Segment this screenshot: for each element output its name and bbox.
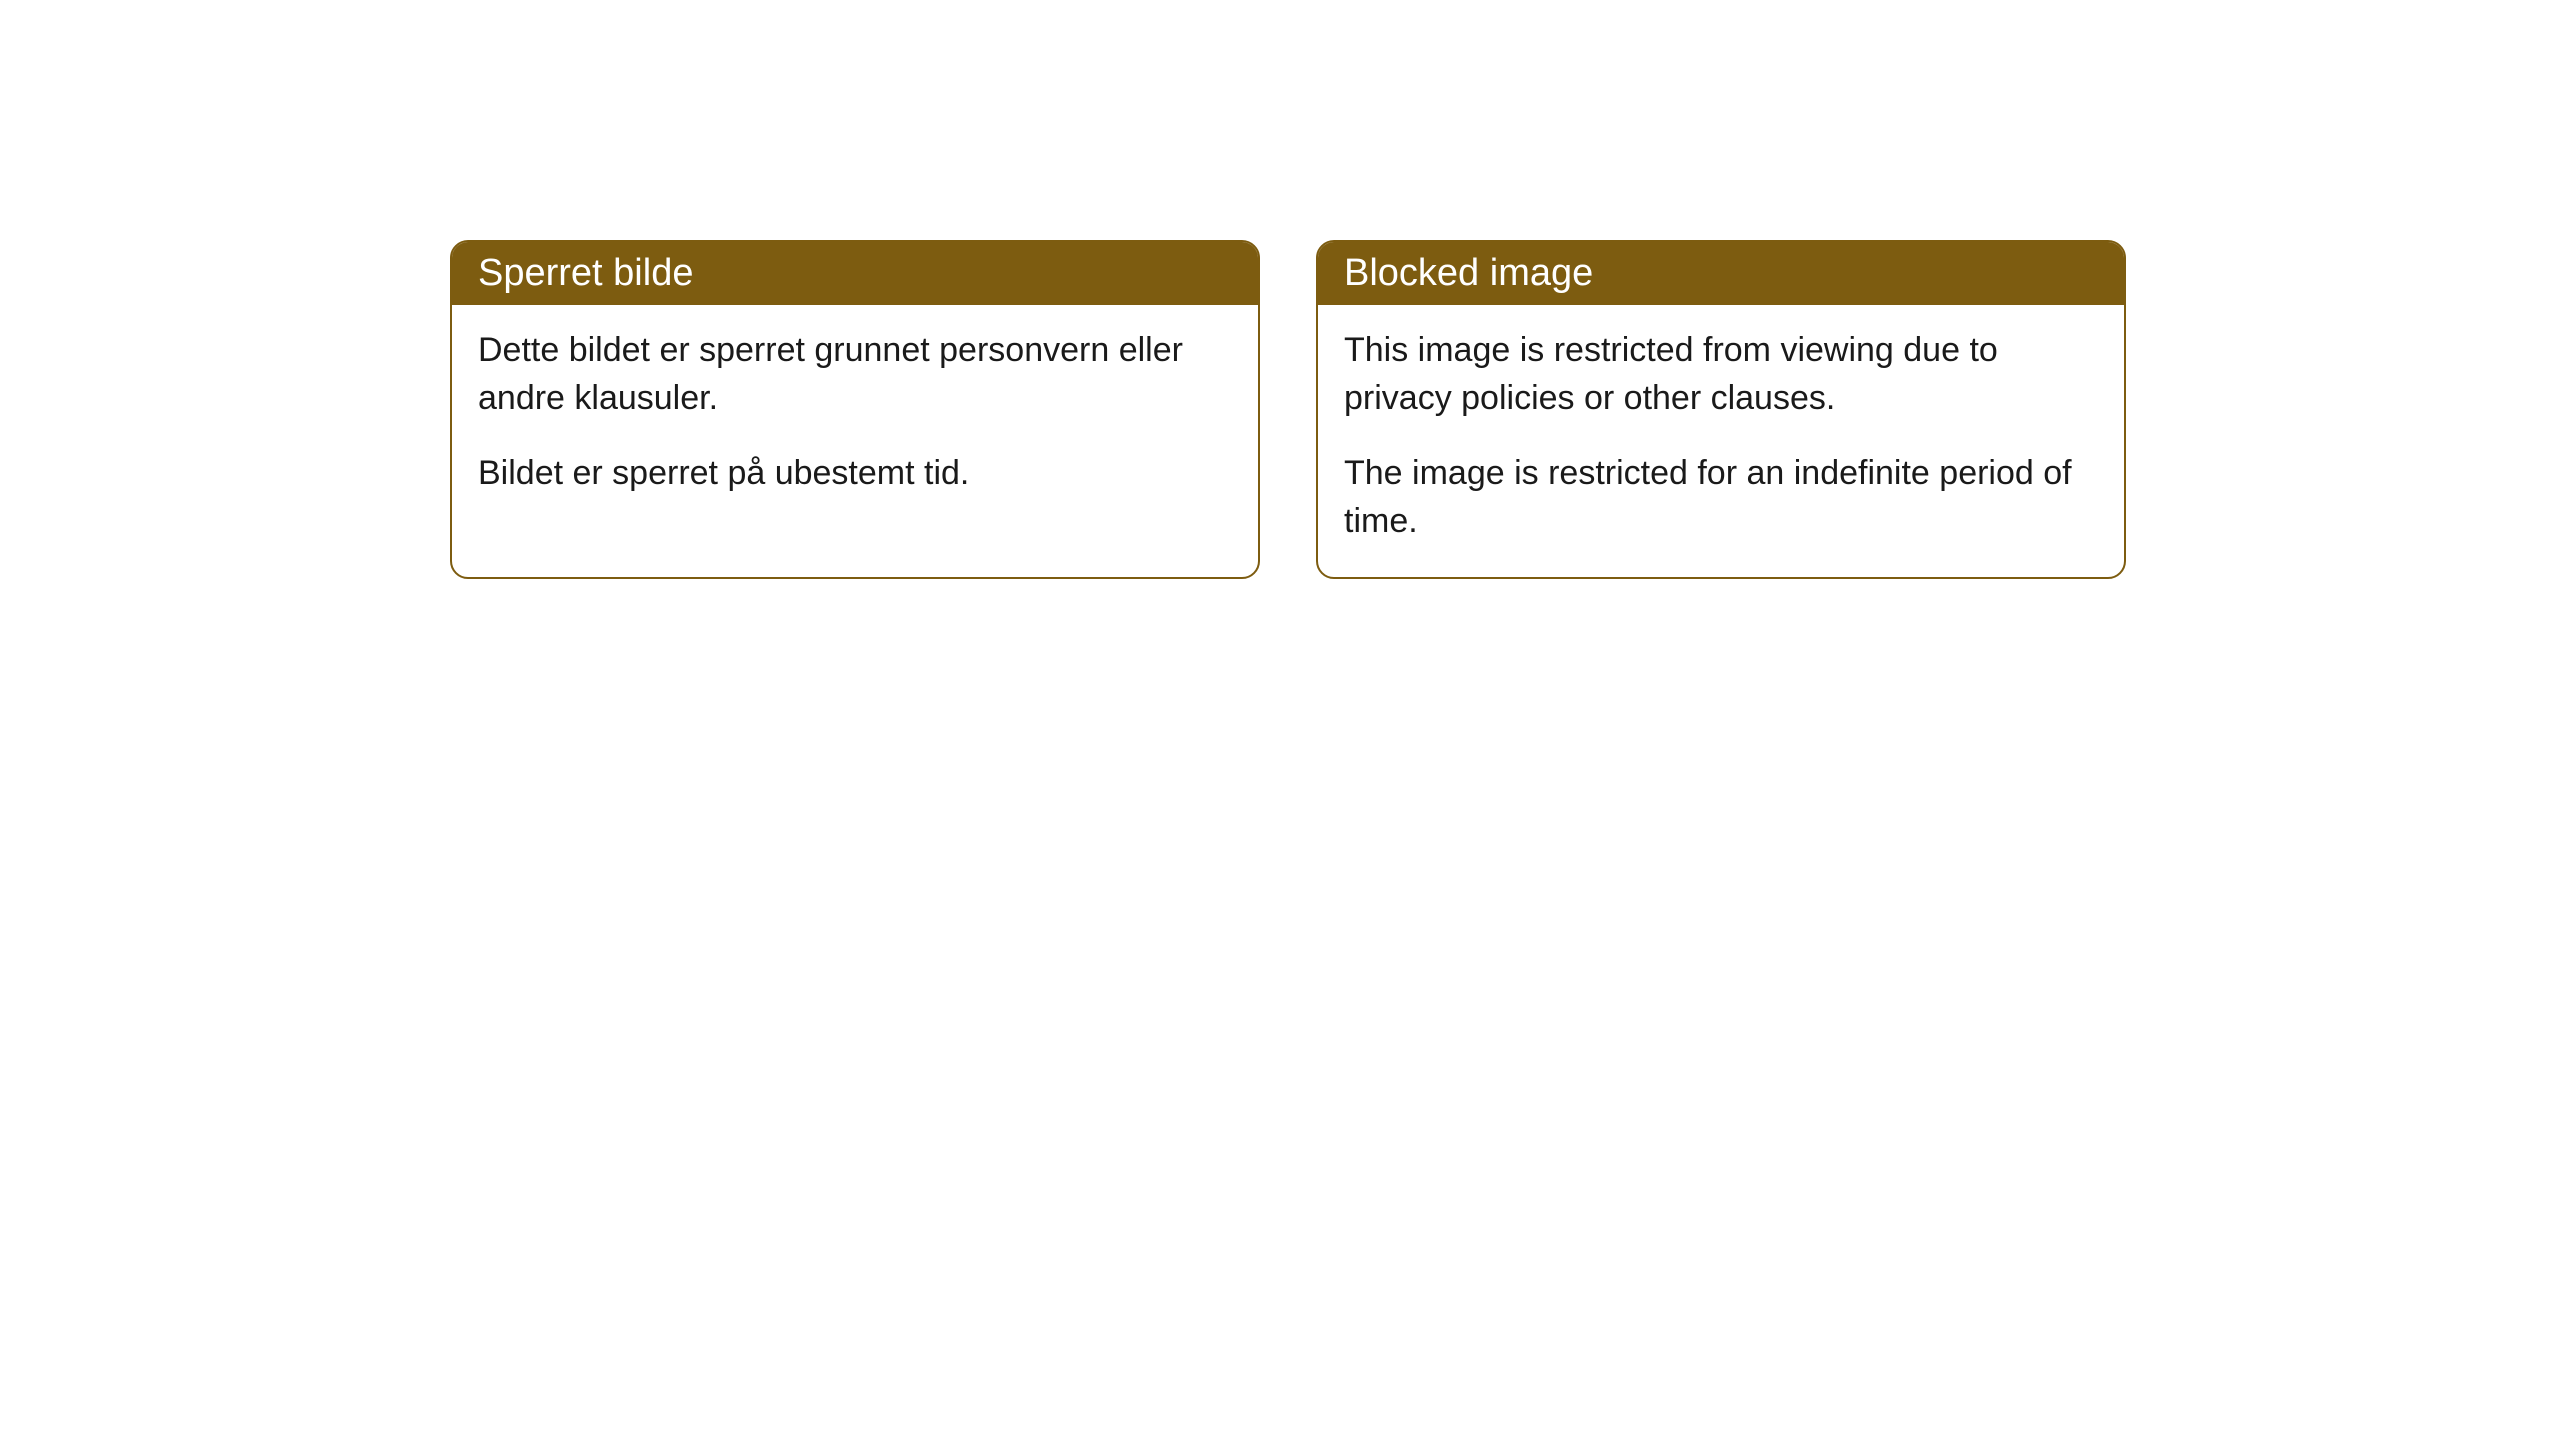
card-body: Dette bildet er sperret grunnet personve… (452, 305, 1258, 530)
card-title: Blocked image (1344, 252, 1593, 294)
card-paragraph: Bildet er sperret på ubestemt tid. (478, 450, 1232, 498)
card-title: Sperret bilde (478, 252, 693, 294)
blocked-image-cards-container: Sperret bilde Dette bildet er sperret gr… (450, 240, 2126, 579)
card-header: Sperret bilde (452, 242, 1258, 305)
card-header: Blocked image (1318, 242, 2124, 305)
card-paragraph: The image is restricted for an indefinit… (1344, 450, 2098, 545)
blocked-image-card-norwegian: Sperret bilde Dette bildet er sperret gr… (450, 240, 1260, 579)
blocked-image-card-english: Blocked image This image is restricted f… (1316, 240, 2126, 579)
card-paragraph: Dette bildet er sperret grunnet personve… (478, 327, 1232, 422)
card-paragraph: This image is restricted from viewing du… (1344, 327, 2098, 422)
card-body: This image is restricted from viewing du… (1318, 305, 2124, 577)
